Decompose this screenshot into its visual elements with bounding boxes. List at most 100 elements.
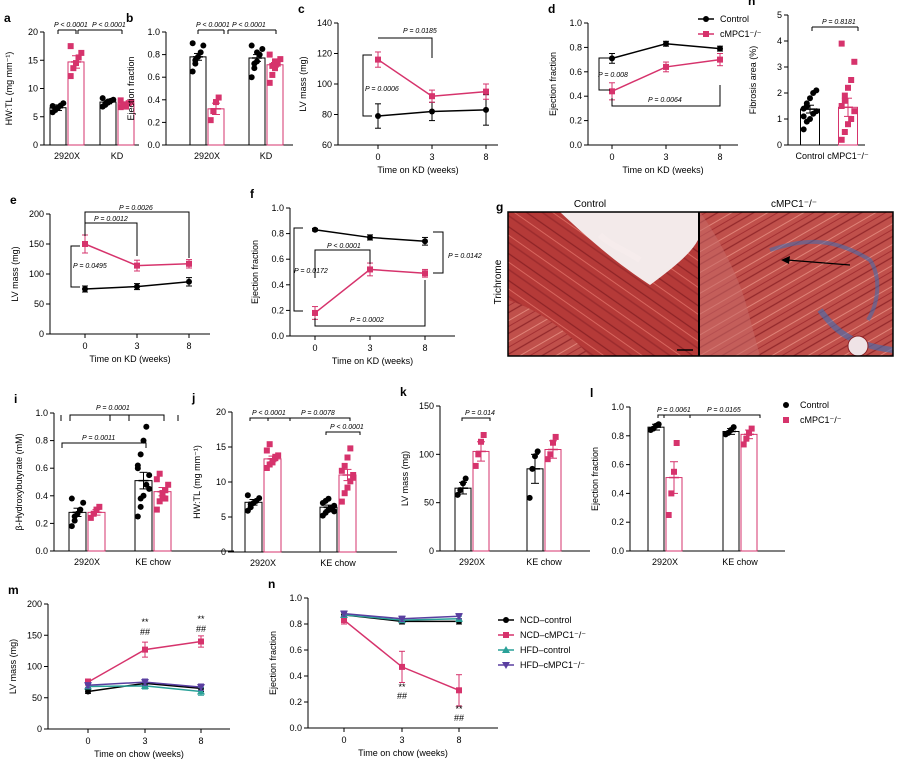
panel-letter-e: e — [10, 193, 17, 207]
data-point — [340, 610, 348, 618]
significance-bracket — [362, 54, 372, 117]
y-tick-label: 20 — [28, 27, 38, 37]
data-point — [192, 57, 199, 64]
legend-marker — [503, 617, 509, 623]
histology-frame — [507, 211, 894, 357]
panel-j: j 0 5 10 15 20 HW:TL (mg mm⁻¹) 2920X KE chow P < … — [191, 391, 397, 568]
legend-marker — [503, 632, 509, 638]
data-point — [82, 286, 88, 292]
data-point — [460, 480, 466, 487]
p-value-label: P = 0.0012 — [94, 216, 128, 223]
data-point — [256, 495, 263, 502]
data-point — [277, 56, 284, 63]
panel-d: d 0.0 0.2 0.4 0.6 0.8 1.0 Ejection fraction 0 3 8 T… — [548, 2, 762, 175]
data-point — [137, 503, 144, 510]
data-point — [128, 99, 135, 106]
y-axis-label: Ejection fraction — [590, 447, 600, 511]
y-tick-label: 50 — [424, 498, 434, 508]
data-point — [269, 71, 276, 78]
y-tick-label: 0 — [39, 329, 44, 339]
x-tick-label: KE chow — [722, 557, 758, 567]
data-point — [671, 468, 677, 475]
panel-n: n 0.0 0.2 0.4 0.6 0.8 1.0 Ejection fraction 0 3 8T… — [268, 577, 586, 758]
y-tick-label: 0.6 — [35, 463, 48, 473]
y-tick-label: 0.0 — [289, 723, 302, 733]
x-axis-label: Time on KD (weeks) — [332, 356, 413, 366]
bar — [68, 511, 87, 552]
y-tick-label: 0.8 — [569, 42, 582, 52]
y-axis-label: Ejection fraction — [250, 240, 260, 304]
data-point — [800, 126, 807, 133]
data-point — [137, 451, 144, 458]
significance-bracket — [598, 57, 610, 91]
data-point — [475, 451, 482, 458]
x-tick-label: 2920X — [652, 557, 678, 567]
legend-marker — [783, 417, 789, 423]
data-point — [134, 513, 141, 520]
data-point — [399, 663, 405, 670]
y-tick-label: 60 — [322, 140, 332, 150]
y-tick-label: 1.0 — [289, 593, 302, 603]
y-tick-label: 5 — [221, 512, 226, 522]
p-value-label: P = 0.0495 — [73, 263, 107, 270]
data-point — [141, 679, 149, 687]
legend-label: HFD–control — [520, 645, 571, 655]
data-point — [75, 54, 82, 61]
data-point — [248, 74, 255, 81]
data-point — [96, 503, 103, 510]
data-point — [341, 462, 348, 469]
data-point — [483, 106, 489, 113]
data-point — [838, 103, 845, 109]
data-point — [748, 425, 755, 432]
p-value-label: P < 0.0001 — [330, 424, 364, 431]
data-point — [210, 108, 217, 115]
data-point — [532, 453, 538, 460]
data-point — [200, 42, 207, 49]
p-value-label: P = 0.8181 — [822, 19, 856, 26]
significance-marker: ** — [141, 617, 149, 627]
legend-marker — [783, 402, 789, 408]
y-axis-label: Ejection fraction — [548, 52, 558, 116]
x-tick-label: Control — [795, 151, 824, 161]
data-point — [215, 94, 222, 101]
x-tick-label: 2920X — [250, 558, 276, 568]
y-tick-label: 120 — [317, 49, 332, 59]
data-point — [851, 108, 858, 115]
data-point — [251, 60, 258, 67]
y-tick-label: 0.6 — [569, 67, 582, 77]
x-tick-label: 3 — [663, 152, 668, 162]
data-point — [156, 470, 163, 477]
panel-letter-f: f — [250, 187, 255, 201]
tissue-region — [700, 212, 760, 356]
y-tick-label: 0.8 — [147, 50, 160, 60]
p-value-label: P = 0.0001 — [96, 405, 130, 412]
x-axis-label: Time on chow (weeks) — [358, 748, 448, 758]
legend-label: cMPC1⁻/⁻ — [720, 29, 762, 39]
data-point — [117, 97, 124, 104]
histology-row-label: Trichrome — [493, 259, 504, 304]
panel-i: i 0.0 0.2 0.4 0.6 0.8 1.0 β-Hydroxybutyrate (mM… — [14, 392, 234, 567]
data-point — [462, 475, 469, 482]
data-point — [429, 93, 435, 100]
y-axis-label: Ejection fraction — [268, 631, 278, 695]
panel-letter-g: g — [496, 200, 503, 214]
y-tick-label: 0.0 — [271, 331, 284, 341]
y-tick-label: 0 — [429, 546, 434, 556]
data-point — [189, 40, 196, 47]
data-point — [77, 506, 84, 513]
data-point — [248, 42, 255, 49]
significance-bracket — [663, 414, 761, 418]
panel-e: e 0 50 100 150 200 LV mass (mg) 0 3 8 Time on KD (… — [10, 193, 210, 364]
legend-label: Control — [800, 400, 829, 410]
panel-b: b 0.0 0.2 0.4 0.6 0.8 1.0 Ejection fraction 2920… — [126, 11, 293, 161]
legend-label: Control — [720, 14, 749, 24]
panel-letter-c: c — [298, 2, 305, 16]
data-point — [838, 40, 845, 47]
y-tick-label: 1.0 — [569, 18, 582, 28]
significance-bracket — [314, 249, 371, 278]
bar — [248, 57, 266, 146]
y-tick-label: 1.0 — [147, 27, 160, 37]
data-point — [143, 423, 150, 430]
y-axis-label: LV mass (mg) — [400, 451, 410, 506]
